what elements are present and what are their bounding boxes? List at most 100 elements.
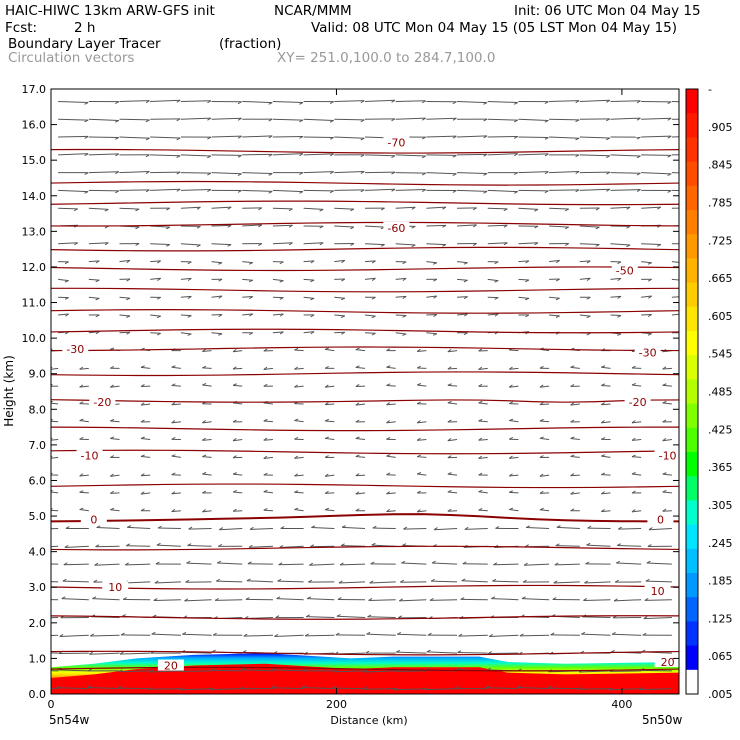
vector-arrow — [583, 599, 611, 601]
vector-arrow — [518, 118, 549, 121]
vector-arrow — [364, 277, 376, 280]
vector-arrow — [61, 598, 89, 601]
vector-arrow — [79, 420, 89, 423]
vector-arrowhead — [176, 99, 181, 103]
vector-arrowhead — [397, 615, 402, 619]
vector-arrowhead — [386, 402, 391, 406]
vector-arrowhead — [402, 277, 407, 282]
vector-arrowhead — [513, 172, 518, 175]
vector-arrowhead — [237, 154, 242, 158]
vector-arrow — [272, 331, 284, 334]
vector-arrow — [640, 669, 672, 672]
vector-arrowhead — [698, 119, 702, 121]
vector-arrowhead — [202, 420, 206, 424]
vector-arrowhead — [386, 454, 391, 457]
contour-label: -60 — [387, 222, 405, 235]
vector-arrow — [294, 474, 304, 477]
temperature-contours: -70 -60 -50 -30 -30 -20 -20 -10 -10 0 0 10 10 20 20 — [51, 136, 679, 673]
vector-arrow — [464, 528, 488, 530]
vector-arrowhead — [636, 172, 641, 176]
vector-arrow — [110, 437, 120, 441]
vector-arrowhead — [145, 119, 150, 123]
vector-arrowhead — [386, 508, 391, 513]
vector-arrow — [457, 100, 488, 104]
vector-arrow — [395, 189, 426, 191]
vector-arrowhead — [447, 489, 452, 493]
vector-arrow — [399, 599, 427, 602]
vector-arrowhead — [165, 226, 171, 230]
vector-arrowhead — [606, 99, 611, 103]
vector-arrowhead — [534, 242, 539, 246]
vector-arrow — [426, 261, 437, 264]
vector-arrow — [334, 296, 345, 299]
colorbar-label: .425 — [708, 423, 733, 436]
y-tick-label: 3.0 — [29, 581, 47, 594]
vector-arrowhead — [539, 365, 544, 369]
vector-arrow — [211, 332, 223, 335]
vector-arrowhead — [157, 260, 161, 264]
vector-arrowhead — [662, 400, 667, 404]
colorbar-label: .725 — [708, 234, 733, 247]
vector-arrowhead — [65, 526, 70, 529]
vector-arrowhead — [115, 153, 120, 157]
vector-arrowhead — [96, 525, 101, 528]
vector-arrow — [539, 403, 550, 406]
vector-arrow — [458, 634, 488, 637]
vector-arrowhead — [294, 490, 299, 493]
vector-arrowhead — [452, 190, 457, 193]
vector-arrow — [202, 384, 212, 387]
vector-arrow — [338, 581, 366, 584]
vector-arrowhead — [656, 244, 662, 247]
xy-range: XY= 251.0,100.0 to 284.7,100.0 — [277, 50, 496, 66]
vector-arrowhead — [698, 154, 701, 156]
colorbar-label: .665 — [708, 272, 733, 285]
vector-arrowhead — [648, 527, 653, 531]
vector-arrowhead — [430, 578, 435, 582]
vector-arrowhead — [586, 315, 591, 319]
vector-arrowhead — [647, 333, 652, 336]
vector-arrow — [303, 171, 334, 174]
colorbar-label: .905 — [708, 121, 733, 134]
vector-arrow — [272, 242, 293, 245]
vector-arrowhead — [294, 507, 299, 511]
contour-label: 20 — [661, 656, 675, 669]
vector-arrowhead — [648, 295, 652, 299]
colorbar-label: .185 — [708, 575, 733, 588]
y-tick-label: 5.0 — [29, 510, 47, 523]
vector-arrow — [355, 437, 366, 441]
vector-arrow — [188, 528, 212, 530]
vector-arrowhead — [355, 454, 360, 457]
vector-arrow — [457, 651, 488, 654]
vector-arrowhead — [355, 508, 360, 512]
vector-arrow — [58, 100, 89, 104]
vector-arrow — [417, 456, 427, 458]
vector-arrow — [276, 598, 304, 601]
contour-label: 20 — [164, 660, 178, 673]
vector-arrowhead — [126, 297, 131, 301]
vector-arrowhead — [84, 135, 89, 139]
temperature-contour — [51, 148, 679, 154]
vector-arrowhead — [447, 366, 452, 370]
vector-arrowhead — [196, 244, 201, 248]
vector-arrowhead — [324, 365, 329, 369]
vector-arrowhead — [447, 348, 452, 353]
vector-arrowhead — [219, 527, 223, 531]
vector-arrow — [202, 439, 212, 441]
vector-arrowhead — [310, 331, 315, 335]
vector-arrow — [246, 580, 273, 583]
vector-arrowhead — [626, 225, 631, 229]
vector-arrow — [119, 296, 131, 299]
vector-arrow — [364, 154, 396, 157]
vector-arrowhead — [457, 650, 462, 653]
colorbar-swatch — [686, 185, 698, 211]
vector-arrow — [395, 100, 426, 102]
vector-arrowhead — [51, 418, 53, 421]
vector-arrowhead — [631, 509, 636, 513]
vector-arrowhead — [227, 224, 232, 228]
vector-arrow — [364, 225, 385, 228]
vector-arrowhead — [617, 295, 622, 299]
vector-arrowhead — [508, 366, 513, 370]
vector-arrowhead — [217, 560, 222, 564]
contour-label: 10 — [108, 581, 122, 594]
vector-arrowhead — [124, 562, 129, 566]
